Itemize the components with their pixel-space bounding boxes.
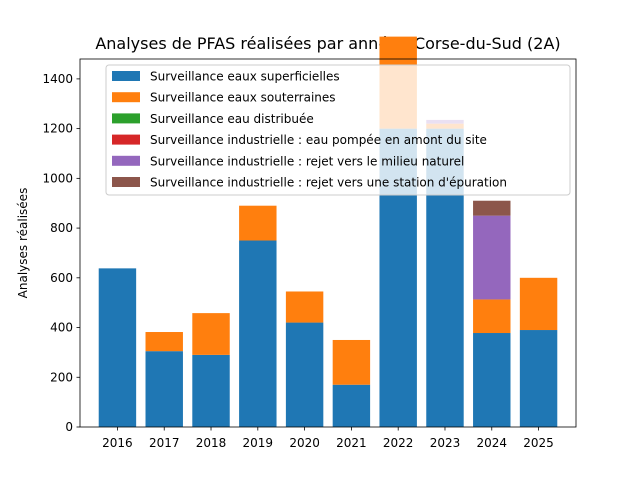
x-tick-label-2021: 2021 — [336, 436, 367, 450]
legend-swatch-4 — [112, 155, 140, 166]
legend-swatch-2 — [112, 113, 140, 124]
x-tick-label-2020: 2020 — [289, 436, 320, 450]
y-tick-label-200: 200 — [50, 370, 73, 384]
bar-2025-series-0 — [519, 330, 558, 427]
legend: Surveillance eaux superficielles Surveill… — [105, 64, 571, 196]
legend-swatch-3 — [112, 134, 140, 145]
legend-label-3: Surveillance industrielle : eau pompée e… — [150, 133, 487, 147]
bar-2021-series-1 — [332, 339, 371, 385]
legend-label-5: Surveillance industrielle : rejet vers u… — [150, 176, 507, 190]
bar-2018-series-1 — [192, 313, 230, 355]
y-tick-label-800: 800 — [50, 221, 73, 235]
x-tick-label-2024: 2024 — [477, 436, 508, 450]
bar-2024-series-4 — [473, 215, 511, 300]
x-tick-label-2019: 2019 — [243, 436, 274, 450]
bar-2019-series-1 — [239, 205, 277, 241]
legend-label-2: Surveillance eau distribuée — [150, 112, 314, 126]
bar-2017-series-1 — [145, 332, 183, 352]
legend-label-1: Surveillance eaux souterraines — [150, 91, 336, 105]
y-tick-label-0: 0 — [65, 420, 73, 434]
y-tick-label-400: 400 — [50, 321, 73, 335]
y-tick-label-1000: 1000 — [42, 171, 73, 185]
y-tick-label-1400: 1400 — [42, 72, 73, 86]
legend-label-0: Surveillance eaux superficielles — [150, 70, 340, 84]
x-tick-label-2025: 2025 — [523, 436, 554, 450]
bar-2024-series-5 — [473, 200, 511, 216]
legend-label-4: Surveillance industrielle : rejet vers l… — [150, 154, 464, 168]
y-tick-label-1200: 1200 — [42, 122, 73, 136]
bar-2018-series-0 — [192, 354, 230, 427]
bar-2021-series-0 — [332, 384, 371, 427]
plot-frame — [79, 58, 577, 428]
bar-2024-series-1 — [473, 299, 511, 334]
y-axis-label: Analyses réalisées — [16, 188, 30, 299]
bar-2017-series-0 — [145, 351, 183, 427]
y-tick-label-600: 600 — [50, 271, 73, 285]
legend-frame — [105, 64, 571, 196]
bar-2020-series-0 — [285, 322, 324, 427]
x-tick-label-2023: 2023 — [430, 436, 461, 450]
legend-swatch-5 — [112, 177, 140, 187]
chart-title: Analyses de PFAS réalisées par année - C… — [95, 34, 560, 53]
bar-2025-series-1 — [519, 277, 558, 331]
axes-layer: 0 200 400 600 800 1000 1200 1400 2016 2017 2018 201… — [42, 58, 577, 450]
bar-2024-series-0 — [473, 333, 511, 427]
x-tick-label-2016: 2016 — [102, 436, 133, 450]
legend-swatch-0 — [112, 71, 140, 81]
legend-swatch-1 — [112, 92, 140, 103]
x-tick-label-2017: 2017 — [149, 436, 180, 450]
bar-2016-series-0 — [98, 268, 137, 427]
bar-2019-series-0 — [239, 240, 277, 427]
x-tick-label-2022: 2022 — [383, 436, 414, 450]
x-tick-label-2018: 2018 — [196, 436, 227, 450]
bar-2020-series-1 — [285, 291, 324, 323]
